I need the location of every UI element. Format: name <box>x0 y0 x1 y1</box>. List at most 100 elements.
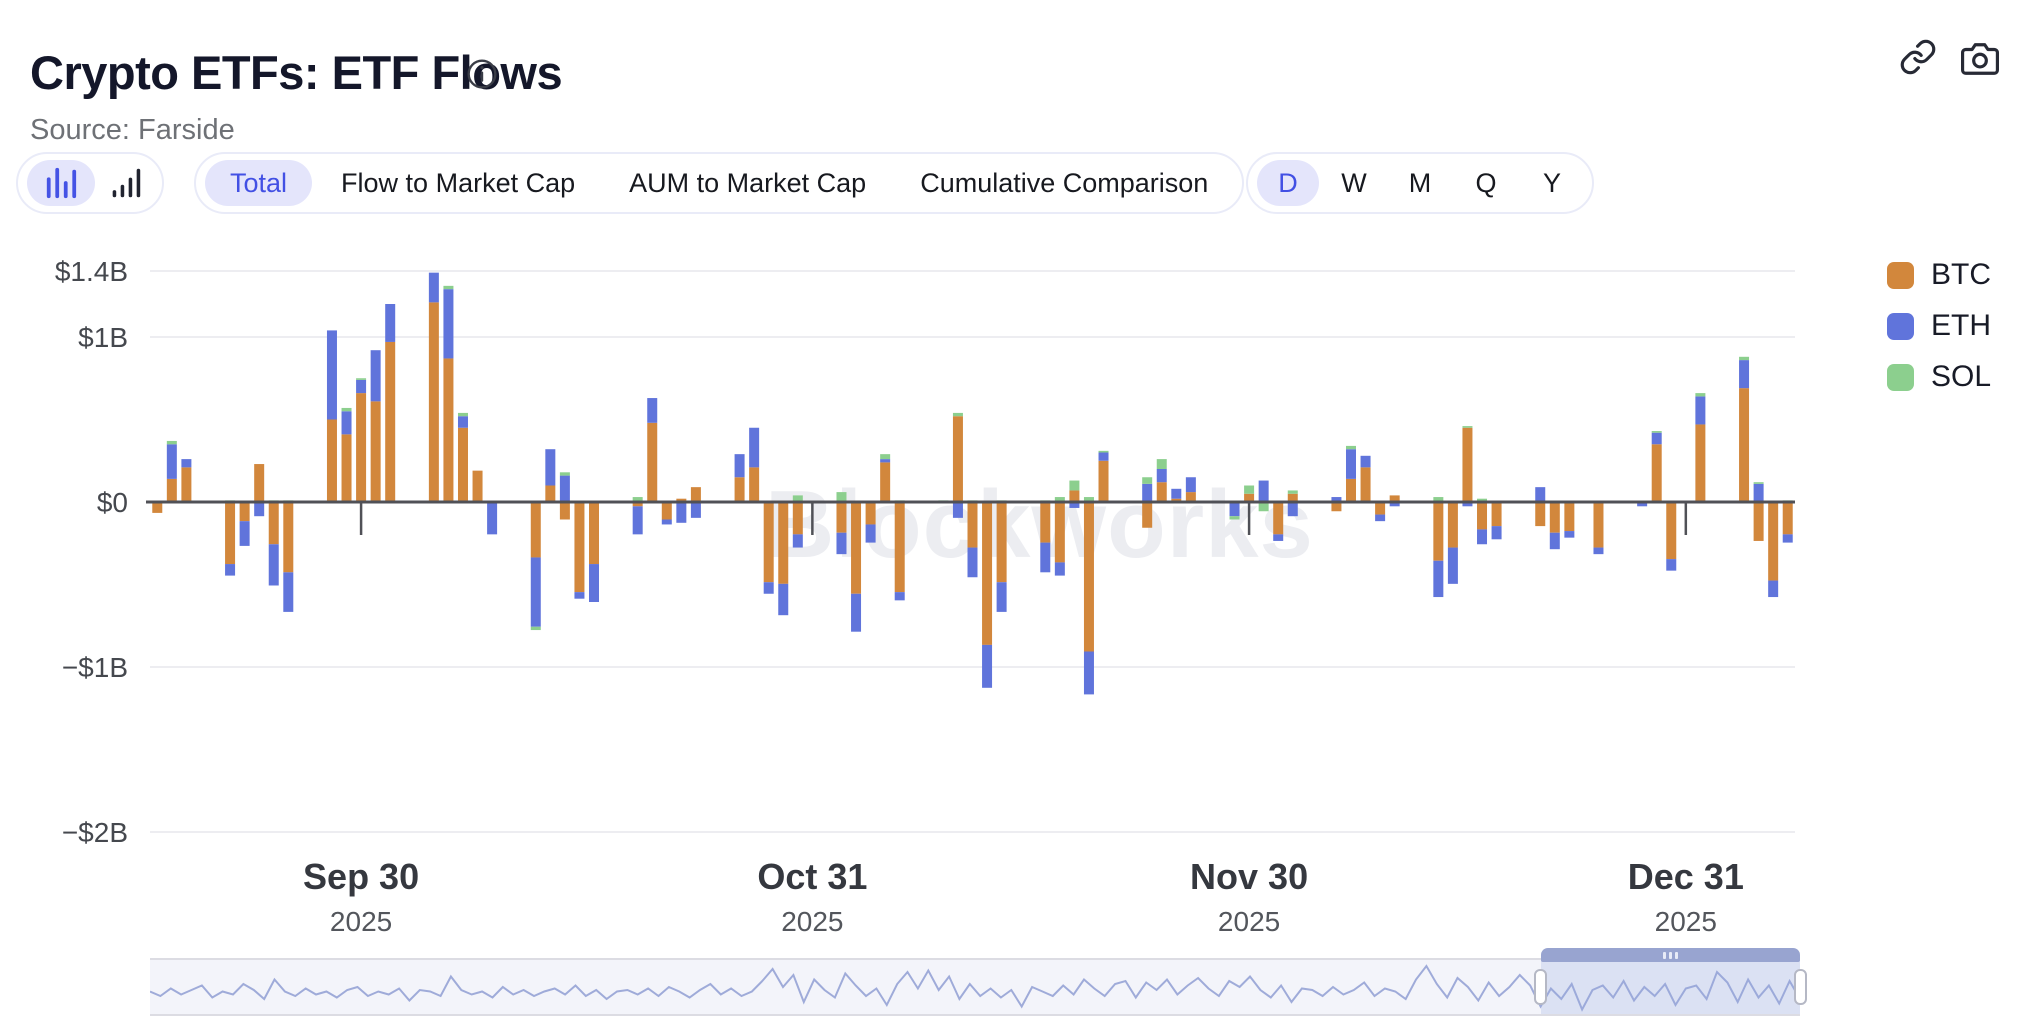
bar-eth-16[interactable] <box>385 304 396 342</box>
bar-sol-112[interactable] <box>1782 500 1793 502</box>
bar-eth-37[interactable] <box>690 503 701 518</box>
bar-btc-6[interactable] <box>239 503 250 522</box>
interval-tab-m[interactable]: M <box>1389 160 1451 206</box>
bar-sol-55[interactable] <box>952 412 963 417</box>
bar-eth-29[interactable] <box>574 592 585 599</box>
bar-sol-103[interactable] <box>1651 431 1662 433</box>
bar-btc-41[interactable] <box>749 467 760 502</box>
bar-eth-84[interactable] <box>1375 514 1386 522</box>
bar-eth-26[interactable] <box>530 557 541 627</box>
bar-eth-51[interactable] <box>894 592 905 601</box>
bar-eth-36[interactable] <box>676 503 687 523</box>
legend-item-btc[interactable]: BTC <box>1887 258 1991 292</box>
bar-eth-1[interactable] <box>166 444 177 479</box>
bar-eth-5[interactable] <box>225 564 236 576</box>
bar-btc-37[interactable] <box>690 487 701 502</box>
bar-eth-102[interactable] <box>1637 503 1648 507</box>
bar-btc-103[interactable] <box>1651 444 1662 502</box>
bar-eth-34[interactable] <box>647 398 658 423</box>
bar-btc-104[interactable] <box>1666 503 1677 560</box>
bar-eth-30[interactable] <box>589 564 600 602</box>
bar-eth-13[interactable] <box>341 411 352 435</box>
bar-eth-19[interactable] <box>428 272 439 303</box>
brush-handle-left[interactable] <box>1533 969 1547 1005</box>
bar-sol-82[interactable] <box>1345 445 1356 450</box>
bar-sol-88[interactable] <box>1433 497 1444 502</box>
chart-type-cumulative-button[interactable] <box>99 160 153 206</box>
legend-item-eth[interactable]: ETH <box>1887 309 1991 343</box>
info-icon[interactable] <box>466 58 498 90</box>
bar-eth-104[interactable] <box>1666 559 1677 571</box>
bar-sol-50[interactable] <box>880 454 891 460</box>
interval-tab-y[interactable]: Y <box>1521 160 1583 206</box>
screenshot-button[interactable] <box>1958 38 2002 82</box>
bar-eth-20[interactable] <box>443 289 454 359</box>
bar-eth-85[interactable] <box>1389 503 1400 507</box>
bar-btc-20[interactable] <box>443 358 454 502</box>
interval-tab-q[interactable]: Q <box>1455 160 1517 206</box>
bar-eth-40[interactable] <box>734 454 745 478</box>
bar-eth-110[interactable] <box>1753 483 1764 502</box>
bar-btc-88[interactable] <box>1433 503 1444 561</box>
bar-eth-65[interactable] <box>1098 452 1109 461</box>
bar-sol-1[interactable] <box>166 440 177 445</box>
bar-sol-109[interactable] <box>1739 356 1750 361</box>
bar-btc-85[interactable] <box>1389 495 1400 502</box>
view-tab-aum-to-market-cap[interactable]: AUM to Market Cap <box>604 160 891 206</box>
bar-sol-8[interactable] <box>268 500 279 502</box>
bar-btc-34[interactable] <box>647 422 658 502</box>
bar-eth-15[interactable] <box>370 350 381 402</box>
bar-eth-82[interactable] <box>1345 449 1356 479</box>
bar-sol-33[interactable] <box>632 497 643 502</box>
bar-btc-13[interactable] <box>341 434 352 502</box>
bar-eth-50[interactable] <box>880 459 891 463</box>
bar-eth-41[interactable] <box>749 427 760 468</box>
bar-btc-89[interactable] <box>1447 503 1458 548</box>
bar-btc-7[interactable] <box>254 464 265 502</box>
time-range-brush[interactable] <box>1533 948 1807 1014</box>
bar-btc-40[interactable] <box>734 477 745 502</box>
bar-eth-90[interactable] <box>1462 503 1473 507</box>
bar-btc-110[interactable] <box>1753 503 1764 541</box>
bar-btc-92[interactable] <box>1491 503 1502 527</box>
bar-sol-14[interactable] <box>356 378 367 380</box>
bar-eth-103[interactable] <box>1651 432 1662 445</box>
view-tab-flow-to-market-cap[interactable]: Flow to Market Cap <box>316 160 600 206</box>
interval-tab-d[interactable]: D <box>1257 160 1319 206</box>
bar-btc-35[interactable] <box>661 503 672 520</box>
bar-btc-29[interactable] <box>574 503 585 593</box>
bar-btc-14[interactable] <box>356 393 367 502</box>
bar-eth-109[interactable] <box>1739 360 1750 389</box>
bar-eth-92[interactable] <box>1491 526 1502 540</box>
bar-eth-2[interactable] <box>181 459 192 468</box>
bar-btc-12[interactable] <box>326 419 337 503</box>
bar-eth-64[interactable] <box>1083 651 1094 695</box>
bar-eth-8[interactable] <box>268 544 279 586</box>
bar-sol-9[interactable] <box>283 500 294 502</box>
brush-handle-right[interactable] <box>1793 969 1807 1005</box>
view-tab-total[interactable]: Total <box>205 160 313 206</box>
bar-btc-84[interactable] <box>1375 503 1386 515</box>
bar-eth-42[interactable] <box>763 582 774 594</box>
copy-link-button[interactable] <box>1896 36 1940 80</box>
bar-sol-90[interactable] <box>1462 426 1473 428</box>
bar-eth-28[interactable] <box>559 475 570 502</box>
bar-btc-81[interactable] <box>1331 503 1342 512</box>
brush-drag-cap[interactable] <box>1540 948 1800 962</box>
bar-sol-106[interactable] <box>1695 393 1706 397</box>
bar-eth-27[interactable] <box>545 449 556 486</box>
bar-sol-21[interactable] <box>457 412 468 417</box>
bar-btc-0[interactable] <box>152 503 163 513</box>
bar-btc-19[interactable] <box>428 302 439 502</box>
bar-btc-83[interactable] <box>1360 467 1371 502</box>
bar-eth-23[interactable] <box>487 503 498 535</box>
bar-btc-5[interactable] <box>225 503 236 565</box>
bar-eth-58[interactable] <box>996 582 1007 612</box>
bar-sol-110[interactable] <box>1753 482 1764 484</box>
bar-btc-2[interactable] <box>181 467 192 502</box>
bar-btc-82[interactable] <box>1345 478 1356 502</box>
bar-btc-96[interactable] <box>1549 503 1560 533</box>
bar-eth-14[interactable] <box>356 379 367 394</box>
bar-eth-6[interactable] <box>239 521 250 546</box>
bar-eth-95[interactable] <box>1535 487 1546 502</box>
